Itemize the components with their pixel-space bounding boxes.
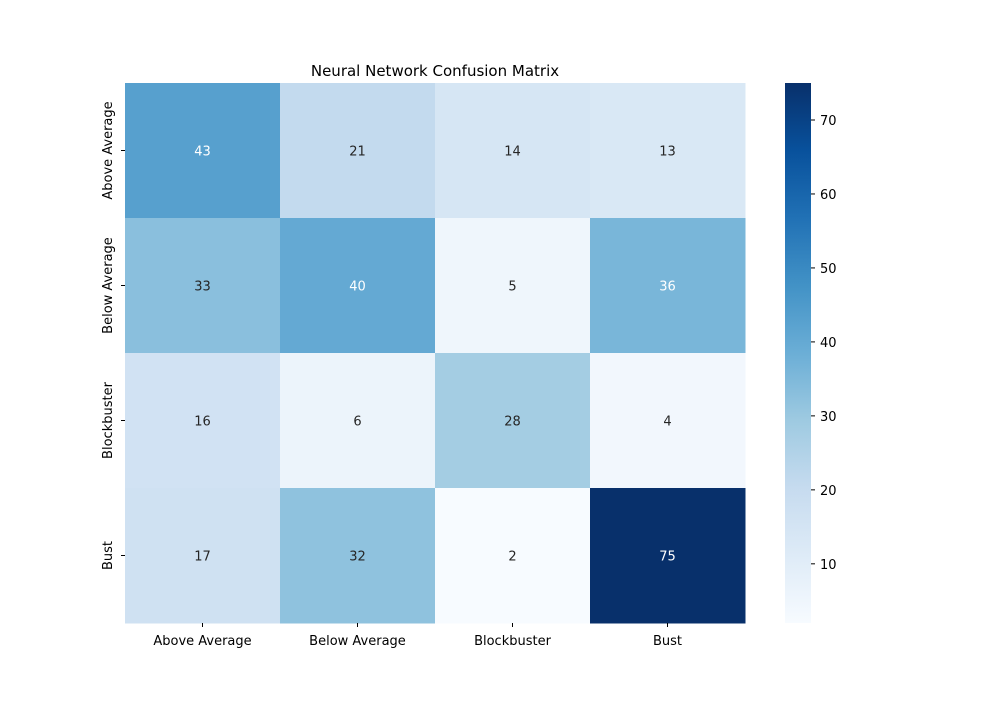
heatmap-cell	[435, 83, 591, 219]
heatmap-cell	[590, 83, 746, 219]
heatmap-cell	[125, 488, 281, 624]
heatmap-cell	[280, 218, 436, 354]
x-tick-label: Above Average	[153, 634, 251, 649]
cell-value-label: 33	[194, 280, 211, 295]
cell-value-label: 13	[659, 145, 676, 160]
cell-value-label: 40	[349, 280, 366, 295]
x-tick-label: Below Average	[309, 634, 406, 649]
cell-value-label: 14	[504, 145, 521, 160]
cell-value-label: 16	[194, 415, 211, 430]
colorbar-tick-label: 50	[820, 262, 837, 277]
y-tick-label: Above Average	[101, 101, 116, 199]
colorbar-tick-label: 30	[820, 410, 837, 425]
cell-value-label: 6	[353, 415, 361, 430]
colorbar-tick-label: 60	[820, 188, 837, 203]
heatmap-cell	[590, 353, 746, 489]
y-axis: Above Average Below Average Blockbuster Bus…	[101, 101, 125, 570]
heatmap-cell	[280, 488, 436, 624]
cell-annotations: 43 21 14 13 33 40 5 36 16 6 28 4 17 32 2 75	[194, 145, 676, 565]
x-axis: Above Average Below Average Blockbuster Bus…	[153, 623, 682, 649]
cell-value-label: 5	[508, 280, 516, 295]
cell-value-label: 28	[504, 415, 521, 430]
cell-value-label: 36	[659, 280, 676, 295]
cell-value-label: 17	[194, 550, 211, 565]
heatmap-grid	[125, 83, 746, 624]
colorbar-tick-label: 10	[820, 558, 837, 573]
cell-value-label: 32	[349, 550, 366, 565]
heatmap-cell	[435, 353, 591, 489]
chart-title: Neural Network Confusion Matrix	[311, 62, 559, 80]
heatmap-cell	[125, 218, 281, 354]
colorbar-gradient	[785, 83, 811, 623]
cell-value-label: 43	[194, 145, 211, 160]
colorbar: 10 20 30 40 50 60 70	[785, 83, 837, 623]
y-tick-label: Bust	[101, 541, 116, 570]
y-tick-label: Below Average	[101, 237, 116, 334]
heatmap-cell	[435, 218, 591, 354]
heatmap-cell	[125, 353, 281, 489]
cell-value-label: 2	[508, 550, 516, 565]
heatmap-cell	[125, 83, 281, 219]
colorbar-tick-label: 40	[820, 336, 837, 351]
cell-value-label: 75	[659, 550, 676, 565]
heatmap-cell	[435, 488, 591, 624]
colorbar-tick-label: 70	[820, 114, 837, 129]
cell-value-label: 4	[663, 415, 671, 430]
cell-value-label: 21	[349, 145, 366, 160]
heatmap-cell	[280, 353, 436, 489]
x-tick-label: Bust	[653, 634, 682, 649]
y-tick-label: Blockbuster	[101, 381, 116, 459]
heatmap-cell	[590, 488, 746, 624]
x-tick-label: Blockbuster	[474, 634, 552, 649]
heatmap-cell	[590, 218, 746, 354]
colorbar-tick-label: 20	[820, 484, 837, 499]
heatmap-cell	[280, 83, 436, 219]
